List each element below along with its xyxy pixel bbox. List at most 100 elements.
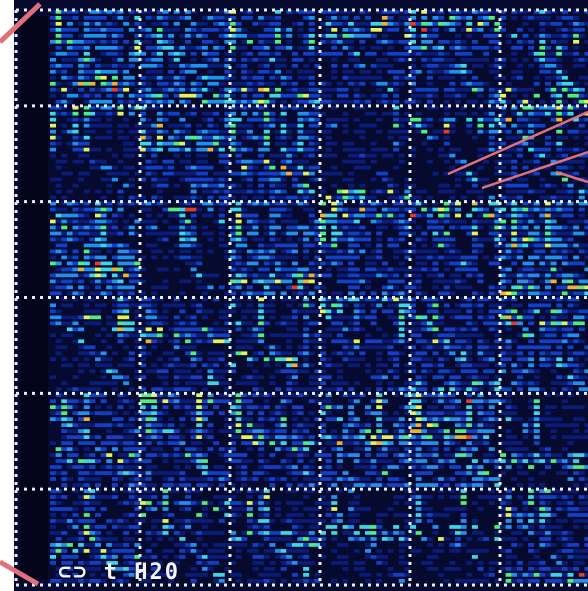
heatmap-cell bbox=[207, 57, 214, 62]
heatmap-cell bbox=[331, 387, 338, 392]
heatmap-cell bbox=[55, 249, 62, 254]
heatmap-cell bbox=[162, 429, 169, 433]
heatmap-cell bbox=[567, 93, 574, 98]
heatmap-cell bbox=[331, 183, 338, 188]
heatmap-cell bbox=[269, 15, 276, 20]
heatmap-cell bbox=[449, 165, 456, 170]
heatmap-cell bbox=[235, 435, 242, 439]
heatmap-cell bbox=[303, 345, 310, 350]
heatmap-cell bbox=[528, 111, 535, 116]
heatmap-cell bbox=[185, 333, 192, 338]
heatmap-cell bbox=[483, 297, 490, 302]
heatmap-cell bbox=[134, 33, 141, 38]
heatmap-cell bbox=[539, 183, 546, 188]
heatmap-cell bbox=[134, 333, 141, 338]
heatmap-cell bbox=[426, 10, 433, 14]
heatmap-cell bbox=[376, 405, 383, 410]
heatmap-cell bbox=[443, 99, 450, 104]
heatmap-cell bbox=[168, 75, 175, 80]
heatmap-cell bbox=[61, 483, 68, 487]
heatmap-cell bbox=[561, 339, 568, 344]
heatmap-cell bbox=[117, 453, 124, 457]
heatmap-cell bbox=[494, 255, 501, 260]
heatmap-cell bbox=[376, 381, 383, 386]
heatmap-cell bbox=[308, 195, 315, 200]
heatmap-cell bbox=[128, 81, 135, 86]
heatmap-cell bbox=[156, 399, 163, 404]
heatmap-cell bbox=[185, 93, 192, 98]
heatmap-cell bbox=[488, 453, 495, 457]
heatmap-cell bbox=[190, 351, 197, 356]
heatmap-cell bbox=[280, 183, 287, 188]
heatmap-cell bbox=[381, 21, 388, 26]
heatmap-cell bbox=[207, 129, 214, 134]
heatmap-cell bbox=[522, 141, 529, 146]
heatmap-cell bbox=[241, 177, 248, 182]
heatmap-cell bbox=[156, 213, 163, 218]
heatmap-cell bbox=[573, 315, 580, 320]
heatmap-cell bbox=[365, 201, 372, 206]
heatmap-cell bbox=[297, 483, 304, 487]
heatmap-cell bbox=[432, 459, 439, 463]
heatmap-cell bbox=[443, 255, 450, 260]
heatmap-cell bbox=[275, 465, 282, 469]
heatmap-cell bbox=[303, 93, 310, 98]
heatmap-cell bbox=[78, 369, 85, 374]
heatmap-cell bbox=[353, 219, 360, 224]
heatmap-cell bbox=[156, 15, 163, 20]
heatmap-cell bbox=[111, 477, 118, 481]
heatmap-cell bbox=[128, 333, 135, 338]
heatmap-cell bbox=[173, 213, 180, 218]
heatmap-cell bbox=[280, 219, 287, 224]
heatmap-cell bbox=[297, 87, 304, 92]
heatmap-cell bbox=[140, 357, 147, 362]
heatmap-cell bbox=[325, 297, 332, 302]
heatmap-cell bbox=[471, 447, 478, 451]
heatmap-cell bbox=[471, 327, 478, 332]
heatmap-cell bbox=[213, 273, 220, 278]
heatmap-cell bbox=[528, 213, 535, 218]
heatmap-cell bbox=[359, 441, 366, 445]
heatmap-cell bbox=[179, 417, 186, 421]
heatmap-cell bbox=[55, 339, 62, 344]
heatmap-cell bbox=[539, 207, 546, 212]
heatmap-cell bbox=[117, 57, 124, 62]
heatmap-cell bbox=[168, 159, 175, 164]
heatmap-cell bbox=[117, 465, 124, 469]
heatmap-cell bbox=[179, 99, 186, 104]
heatmap-cell bbox=[190, 435, 197, 439]
heatmap-cell bbox=[556, 351, 563, 356]
heatmap-cell bbox=[342, 15, 349, 20]
heatmap-cell bbox=[455, 45, 462, 50]
heatmap-cell bbox=[314, 123, 321, 128]
heatmap-cell bbox=[218, 141, 225, 146]
heatmap-cell bbox=[466, 417, 473, 421]
heatmap-cell bbox=[286, 471, 293, 475]
heatmap-cell bbox=[426, 411, 433, 416]
heatmap-cell bbox=[398, 237, 405, 242]
heatmap-cell bbox=[500, 63, 507, 68]
heatmap-cell bbox=[314, 285, 321, 290]
heatmap-cell bbox=[438, 375, 445, 380]
heatmap-cell bbox=[61, 39, 68, 44]
heatmap-cell bbox=[173, 93, 180, 98]
heatmap-cell bbox=[516, 321, 523, 326]
heatmap-cell bbox=[314, 219, 321, 224]
heatmap-cell bbox=[89, 81, 96, 86]
heatmap-cell bbox=[297, 165, 304, 170]
heatmap-cell bbox=[179, 213, 186, 218]
heatmap-cell bbox=[258, 315, 265, 320]
heatmap-cell bbox=[505, 279, 512, 284]
heatmap-cell bbox=[567, 321, 574, 326]
heatmap-cell bbox=[83, 351, 90, 356]
heatmap-cell bbox=[61, 255, 68, 260]
heatmap-cell bbox=[72, 51, 79, 56]
heatmap-cell bbox=[72, 111, 79, 116]
heatmap-cell bbox=[61, 10, 68, 14]
heatmap-cell bbox=[398, 339, 405, 344]
heatmap-cell bbox=[522, 165, 529, 170]
heatmap-cell bbox=[297, 33, 304, 38]
heatmap-cell bbox=[213, 219, 220, 224]
heatmap-cell bbox=[55, 27, 62, 32]
heatmap-cell bbox=[556, 141, 563, 146]
